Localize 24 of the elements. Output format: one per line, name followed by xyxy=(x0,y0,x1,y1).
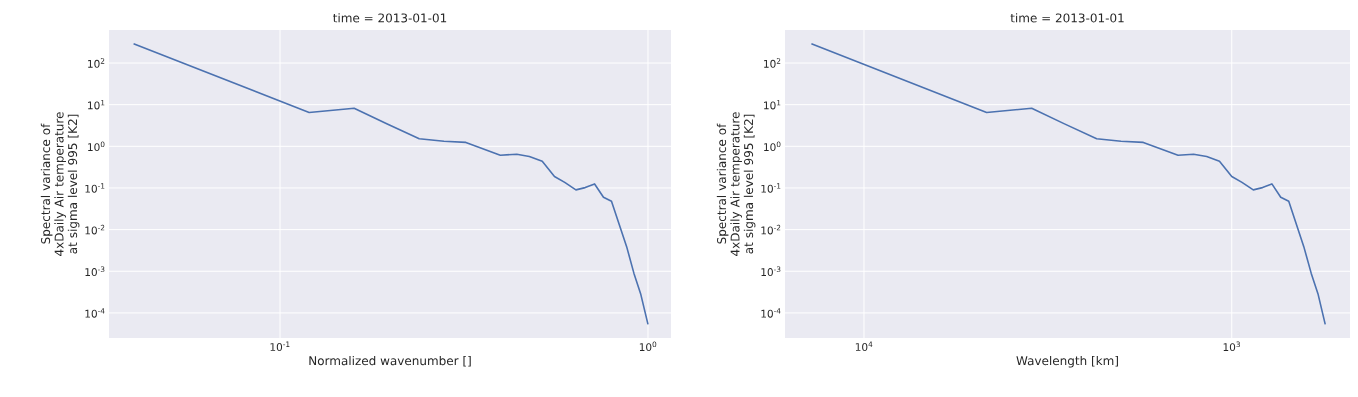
chart-title: time = 2013-01-01 xyxy=(1010,13,1124,23)
y-tick-label: 10$^{1}$ xyxy=(764,99,781,110)
y-tick-label: 10$^{-4}$ xyxy=(761,308,781,318)
y-tick-label: 10$^{-3}$ xyxy=(85,266,105,277)
x-tick-label: 10$^{4}$ xyxy=(855,341,873,351)
y-tick-label: 10$^{-4}$ xyxy=(85,308,105,318)
y-axis-title: Spectral variance of 4xDaily Air temperature at sigma level 995 [K2] xyxy=(40,112,80,256)
chart-title: time = 2013-01-01 xyxy=(333,13,447,23)
y-tick-label: 10$^{-1}$ xyxy=(761,183,781,193)
x-axis-title: Normalized wavenumber [] xyxy=(309,355,471,367)
y-tick-label: 10$^{0}$ xyxy=(88,141,105,152)
y-tick-label: 10$^{-2}$ xyxy=(85,224,105,235)
x-tick-label: 10$^{3}$ xyxy=(1223,341,1240,352)
y-tick-label: 10$^{-1}$ xyxy=(85,183,105,193)
y-tick-label: 10$^{2}$ xyxy=(764,58,781,68)
y-tick-label: 10$^{-3}$ xyxy=(761,266,781,277)
y-tick-label: 10$^{-2}$ xyxy=(761,224,781,235)
y-axis-title: Spectral variance of 4xDaily Air temperature at sigma level 995 [K2] xyxy=(716,112,756,256)
y-tick-label: 10$^{0}$ xyxy=(764,141,781,152)
x-tick-label: 10$^{-1}$ xyxy=(270,341,290,351)
y-tick-label: 10$^{2}$ xyxy=(88,58,105,68)
x-axis-title: Wavelength [km] xyxy=(1016,355,1118,368)
x-tick-label: 10$^{0}$ xyxy=(639,341,657,352)
y-tick-label: 10$^{1}$ xyxy=(88,99,105,110)
